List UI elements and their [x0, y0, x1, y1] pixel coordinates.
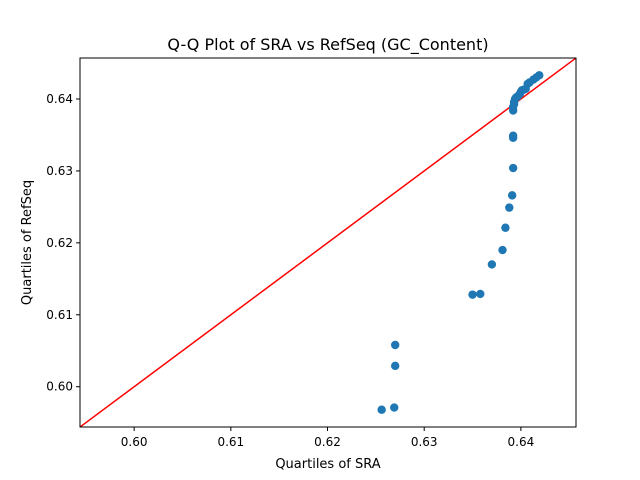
data-point [501, 223, 510, 232]
reference-line [80, 58, 576, 427]
x-tick-label: 0.64 [508, 435, 535, 449]
y-tick-label: 0.61 [46, 308, 73, 322]
data-point [468, 290, 477, 299]
data-point [498, 245, 507, 255]
plot-area [80, 58, 576, 427]
x-tick-label: 0.61 [217, 435, 244, 449]
data-point [390, 361, 400, 371]
data-point [508, 131, 518, 140]
data-point [390, 403, 399, 412]
y-axis-title: Quartiles of RefSeq [20, 180, 35, 305]
data-point [535, 71, 544, 80]
data-points [377, 71, 544, 414]
x-axis-title: Quartiles of SRA [275, 457, 380, 472]
x-tick-label: 0.63 [411, 435, 438, 449]
x-tick-label: 0.62 [314, 435, 341, 449]
data-point [508, 163, 518, 173]
y-axis: 0.60 0.61 0.62 0.63 0.64 [46, 92, 80, 394]
data-point [377, 405, 386, 414]
y-tick-label: 0.60 [46, 380, 73, 394]
x-tick-label: 0.60 [121, 435, 148, 449]
data-point [487, 260, 497, 269]
x-axis: 0.60 0.61 0.62 0.63 0.64 [121, 427, 534, 449]
y-tick-label: 0.62 [46, 236, 73, 250]
y-tick-label: 0.63 [46, 164, 73, 178]
data-point [505, 203, 514, 212]
chart-title: Q-Q Plot of SRA vs RefSeq (GC_Content) [167, 35, 488, 55]
data-point [476, 289, 485, 299]
data-point [390, 340, 400, 350]
data-point [507, 191, 517, 200]
y-tick-label: 0.64 [46, 92, 73, 106]
